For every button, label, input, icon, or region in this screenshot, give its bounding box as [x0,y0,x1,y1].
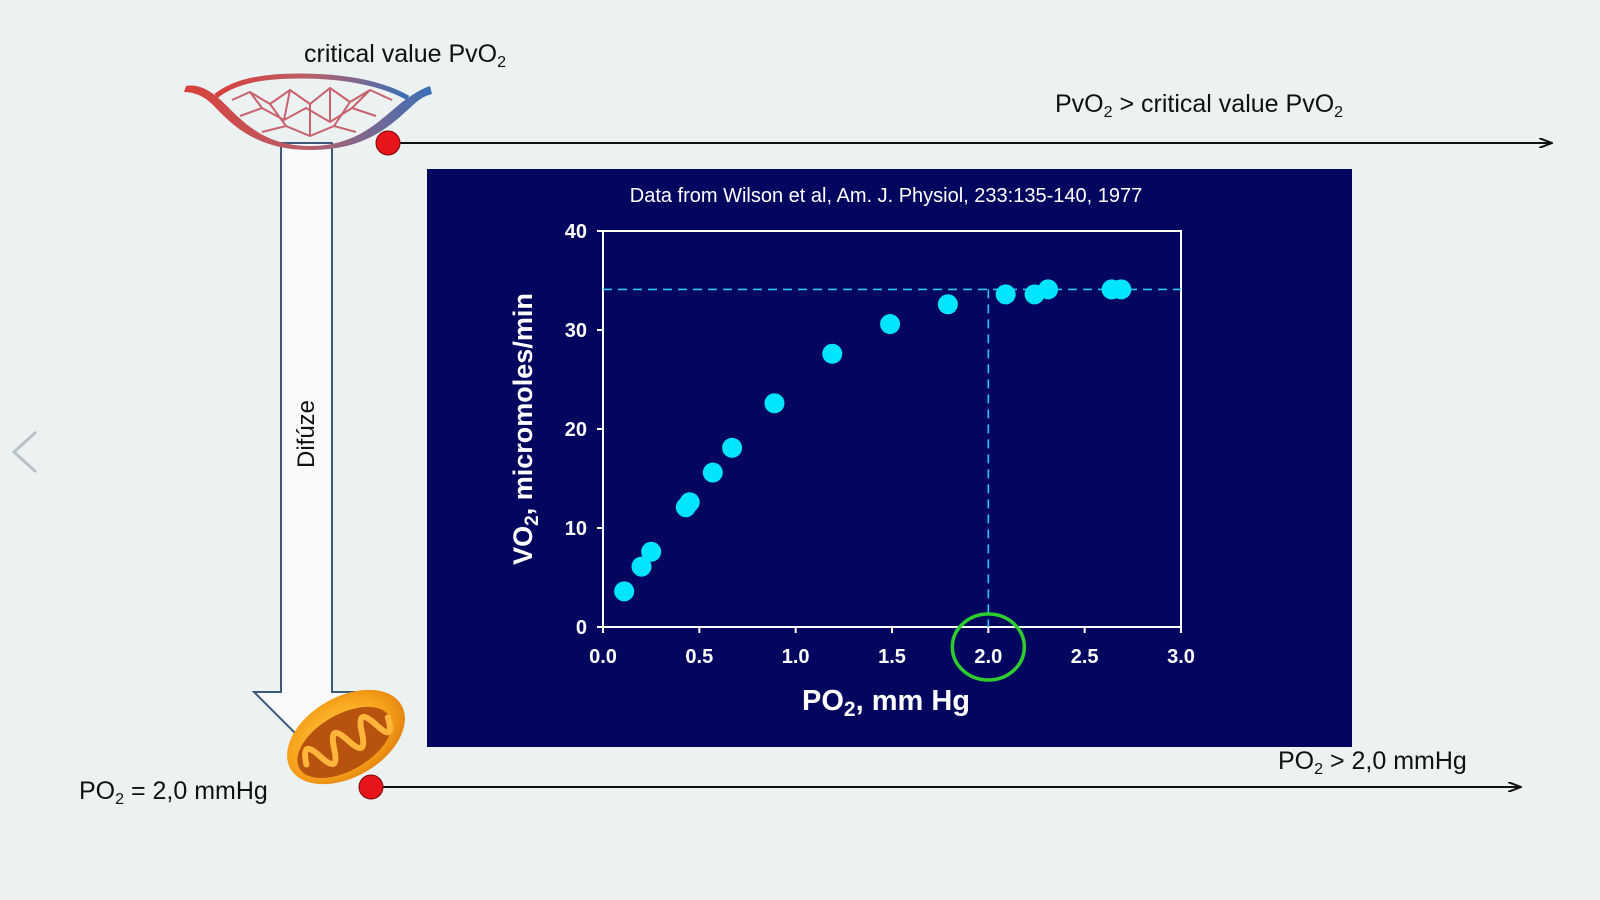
y-tick-label: 30 [565,320,587,342]
x-tick-label: 1.5 [878,646,906,668]
po2-equals-label: PO2 = 2,0 mmHg [79,777,268,808]
x-tick-label: 1.0 [782,646,810,668]
critical-highlight [950,612,1027,682]
data-point [880,314,901,335]
x-axis-label: PO2, mm Hg [802,685,970,721]
data-point [679,492,700,513]
data-point [641,541,662,562]
y-tick-label: 10 [565,518,587,540]
data-point [995,284,1016,305]
y-tick-label: 0 [576,617,587,639]
chart-title: Data from Wilson et al, Am. J. Physiol, … [630,185,1142,207]
data-point [614,581,635,602]
data-point [937,294,958,315]
pvo2-above-critical-label: PvO2 > critical value PvO2 [1055,90,1344,121]
data-point [764,393,785,414]
y-tick-label: 40 [565,221,587,243]
y-axis: 0 10 20 30 40 [565,221,603,639]
capillary-bed-icon [184,73,432,150]
mitochondrion-icon [287,689,405,785]
plot-area [602,230,1182,628]
x-tick-label: 2.5 [1071,646,1099,668]
highlight-circle [950,612,1027,682]
x-tick-label: 0.0 [589,646,617,668]
bottom-red-marker [358,774,384,800]
data-point [1111,279,1132,300]
chevron-left-icon[interactable] [11,430,38,474]
chart-panel: Data from Wilson et al, Am. J. Physiol, … [427,169,1352,747]
x-axis: 0.0 0.5 1.0 1.5 2.0 2.5 3.0 [589,627,1195,668]
y-axis-label: VO2, micromoles/min [508,293,543,565]
data-points [614,279,1132,602]
data-point [822,343,843,364]
x-tick-label: 2.0 [974,646,1002,668]
reference-lines [603,288,1181,627]
data-point [631,556,652,577]
diffusion-label: Difúze [293,399,320,468]
critical-value-label: critical value PvO2 [304,40,507,71]
data-point [722,437,743,458]
po2-greater-label: PO2 > 2,0 mmHg [1278,747,1467,778]
data-point [702,462,723,483]
top-red-marker [375,130,401,156]
x-tick-label: 0.5 [685,646,713,668]
y-tick-label: 20 [565,419,587,441]
data-point [1038,279,1059,300]
scatter-chart: Data from Wilson et al, Am. J. Physiol, … [508,185,1195,721]
x-tick-label: 3.0 [1167,646,1195,668]
